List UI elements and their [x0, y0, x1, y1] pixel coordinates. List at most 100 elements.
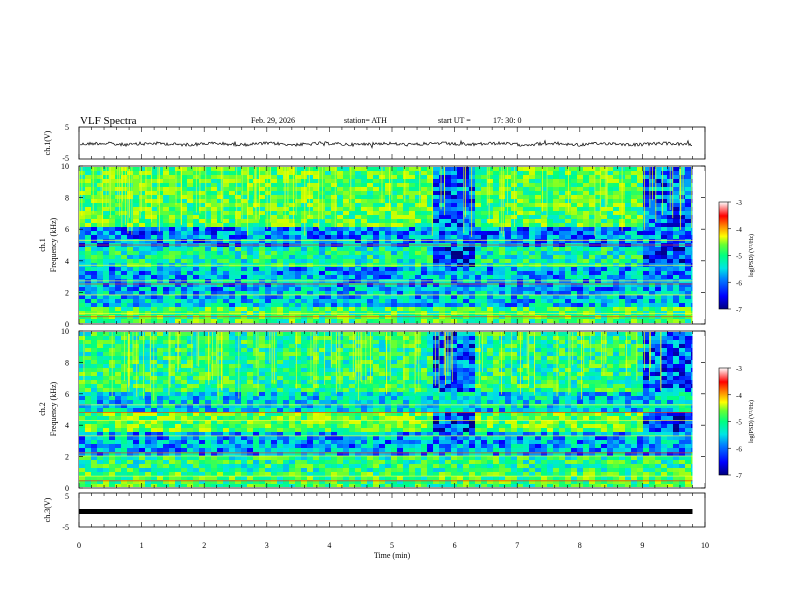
spectrogram-cell — [121, 428, 127, 432]
spectrogram-cell — [175, 464, 181, 468]
spectrogram-cell — [217, 195, 223, 199]
spectrogram-cell — [667, 267, 673, 271]
spectrogram-cell — [379, 275, 385, 279]
spectrogram-cell — [97, 428, 103, 432]
spectrogram-cell — [325, 223, 331, 227]
spectrogram-cell — [121, 319, 127, 323]
spectrogram-cell — [103, 460, 109, 464]
spectrogram-cell — [463, 179, 469, 183]
spectrogram-cell — [571, 251, 577, 255]
spectrogram-cell — [439, 259, 445, 263]
spectrogram-cell — [637, 223, 643, 227]
spectrogram-cell — [163, 428, 169, 432]
spectrogram-cell — [403, 319, 409, 323]
spectrogram-cell — [91, 223, 97, 227]
spectrogram-cell — [385, 179, 391, 183]
spectrogram-cell — [571, 187, 577, 191]
spectrogram-cell — [91, 344, 97, 348]
spectrogram-cell — [655, 239, 661, 243]
spectrogram-cell — [391, 183, 397, 187]
spectrogram-cell — [91, 388, 97, 392]
spectrogram-cell — [283, 291, 289, 295]
spectrogram-cell — [559, 291, 565, 295]
spectrogram-cell — [115, 416, 121, 420]
spectrogram-cell — [199, 311, 205, 315]
spectrogram-cell — [175, 452, 181, 456]
spectrogram-cell — [625, 215, 631, 219]
spectrogram-cell — [343, 307, 349, 311]
spectrogram-cell — [187, 364, 193, 368]
spectrogram-cell — [199, 332, 205, 336]
spectrogram-cell — [193, 215, 199, 219]
spectrogram-cell — [637, 227, 643, 231]
spectrogram-cell — [133, 183, 139, 187]
spectrogram-cell — [103, 468, 109, 472]
spectrogram-cell — [151, 235, 157, 239]
spectrogram-cell — [289, 299, 295, 303]
spectrogram-cell — [457, 195, 463, 199]
spectrogram-cell — [553, 227, 559, 231]
spectrogram-cell — [121, 251, 127, 255]
spectrogram-cell — [673, 247, 679, 251]
spectrogram-cell — [571, 291, 577, 295]
spectrogram-cell — [169, 303, 175, 307]
spectrogram-cell — [181, 416, 187, 420]
spectrogram-cell — [103, 372, 109, 376]
spectrogram-cell — [631, 291, 637, 295]
spectrogram-cell — [121, 271, 127, 275]
spectrogram-cell — [259, 307, 265, 311]
spectrogram-cell — [373, 179, 379, 183]
spectrogram-cell — [121, 299, 127, 303]
spectrogram-cell — [529, 267, 535, 271]
spectrogram-cell — [325, 187, 331, 191]
spectrogram-cell — [157, 480, 163, 484]
spectrogram-cell — [163, 352, 169, 356]
spectrogram-cell — [565, 203, 571, 207]
spectrogram-cell — [649, 251, 655, 255]
spectrogram-cell — [583, 175, 589, 179]
spectrogram-cell — [229, 283, 235, 287]
spectrogram-cell — [205, 420, 211, 424]
spectrogram-cell — [307, 235, 313, 239]
spectrogram-cell — [103, 380, 109, 384]
spectrogram-cell — [319, 167, 325, 171]
spectrogram-cell — [307, 207, 313, 211]
spectrogram-cell — [523, 259, 529, 263]
spectrogram-cell — [361, 251, 367, 255]
spectrogram-cell — [409, 295, 415, 299]
spectrogram-cell — [85, 440, 91, 444]
spectrogram-cell — [187, 179, 193, 183]
spectrogram-cell — [223, 167, 229, 171]
spectrogram-cell — [517, 259, 523, 263]
spectrogram-cell — [475, 175, 481, 179]
spectrogram-cell — [625, 255, 631, 259]
spectrogram-cell — [175, 303, 181, 307]
spectrogram-cell — [253, 271, 259, 275]
spectrogram-cell — [91, 392, 97, 396]
spectrogram-cell — [571, 203, 577, 207]
spectrogram-cell — [229, 295, 235, 299]
spectrogram-cell — [229, 215, 235, 219]
ch1-panel: 5 -5 ch.1(V) — [43, 123, 706, 163]
spectrogram-cell — [151, 251, 157, 255]
spectrogram-cell — [625, 219, 631, 223]
spectrogram-cell — [229, 307, 235, 311]
spectrogram-cell — [673, 303, 679, 307]
spectrogram-cell — [139, 432, 145, 436]
spectrogram-cell — [391, 255, 397, 259]
spectrogram-cell — [139, 472, 145, 476]
spectrogram-cell — [235, 239, 241, 243]
spectrogram-cell — [595, 299, 601, 303]
spectrogram-cell — [199, 271, 205, 275]
spectrogram-cell — [271, 247, 277, 251]
spectrogram-cell — [163, 468, 169, 472]
spectrogram-cell — [373, 195, 379, 199]
spectrogram-cell — [451, 267, 457, 271]
spectrogram-cell — [373, 203, 379, 207]
spectrogram-cell — [151, 460, 157, 464]
spectrogram-cell — [145, 267, 151, 271]
spectrogram-cell — [427, 175, 433, 179]
spectrogram-cell — [199, 376, 205, 380]
spectrogram-cell — [571, 267, 577, 271]
spectrogram-cell — [547, 287, 553, 291]
